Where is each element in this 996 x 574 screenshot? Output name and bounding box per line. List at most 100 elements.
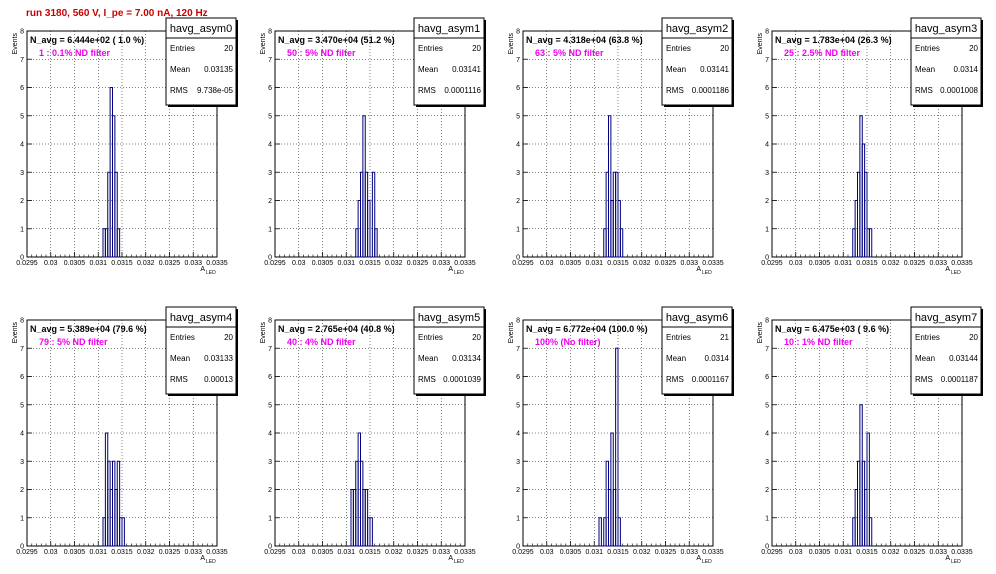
y-tick-label: 0 — [516, 255, 520, 262]
x-tick-label: 0.0335 — [454, 549, 476, 556]
y-tick-label: 4 — [516, 431, 520, 438]
y-tick-label: 7 — [20, 57, 24, 64]
filter-label: 1 : 0.1% ND filter — [39, 48, 111, 58]
x-tick-label: 0.0305 — [560, 549, 582, 556]
y-tick-label: 1 — [765, 226, 769, 233]
histogram-bin — [619, 228, 624, 258]
x-tick-label: 0.0315 — [856, 260, 878, 267]
x-tick-label: 0.03 — [292, 549, 306, 556]
x-tick-label: 0.0325 — [407, 260, 429, 267]
stats-value: 0.03134 — [452, 354, 481, 363]
y-tick-label: 6 — [765, 85, 769, 92]
x-tick-label: 0.0315 — [111, 260, 133, 267]
x-tick-label: 0.0325 — [904, 260, 926, 267]
y-tick-label: 3 — [516, 170, 520, 177]
stats-label: Entries — [170, 333, 195, 342]
y-tick-label: 7 — [516, 57, 520, 64]
x-tick-label: 0.03 — [44, 260, 58, 267]
navg-label: N_avg = 6.772e+04 (100.0 %) — [526, 324, 648, 334]
x-tick-label: 0.031 — [337, 549, 355, 556]
x-tick-label: 0.032 — [385, 549, 403, 556]
y-tick-label: 4 — [516, 142, 520, 149]
x-tick-label: 0.0305 — [312, 549, 334, 556]
stats-box — [910, 306, 982, 395]
x-tick-label: 0.031 — [337, 260, 355, 267]
x-tick-label: 0.0315 — [856, 549, 878, 556]
x-tick-label: 0.0315 — [607, 549, 629, 556]
x-axis-label: A — [945, 266, 950, 273]
histogram-bin — [868, 228, 873, 258]
histogram-bin — [374, 228, 378, 258]
y-tick-label: 5 — [765, 113, 769, 120]
stats-value: 20 — [472, 44, 481, 53]
navg-label: N_avg = 5.389e+04 (79.6 %) — [30, 324, 147, 334]
y-tick-label: 0 — [765, 255, 769, 262]
stats-value: 0.0001116 — [444, 86, 481, 95]
histogram-panel-0: 0.0295 0.03 0.0305 0.031 0.0315 0.032 0.0325 0.… — [12, 17, 238, 276]
x-tick-label: 0.033 — [929, 260, 947, 267]
histogram-panel-4: 0.0295 0.03 0.0305 0.031 0.0315 0.032 0.0325 0.… — [12, 306, 238, 565]
x-tick-label: 0.032 — [882, 260, 900, 267]
y-tick-label: 6 — [516, 85, 520, 92]
y-tick-label: 8 — [268, 318, 272, 325]
stats-box — [413, 306, 485, 395]
x-tick-label: 0.0335 — [951, 549, 973, 556]
stats-value: 0.0314 — [705, 354, 730, 363]
stats-label: RMS — [170, 86, 188, 95]
stats-label: Entries — [915, 44, 940, 53]
x-tick-label: 0.0305 — [64, 549, 86, 556]
stats-label: Mean — [170, 65, 190, 74]
x-axis-label-subscript: LED — [702, 559, 712, 565]
stats-value: 20 — [720, 44, 729, 53]
x-tick-label: 0.0335 — [702, 549, 724, 556]
y-tick-label: 4 — [765, 142, 769, 149]
histogram-bin — [116, 228, 121, 258]
x-tick-label: 0.0325 — [655, 260, 677, 267]
y-tick-label: 4 — [268, 431, 272, 438]
stats-value: 9.738e-05 — [197, 86, 234, 95]
x-tick-label: 0.033 — [184, 260, 202, 267]
stats-label: RMS — [666, 375, 684, 384]
histogram-bin — [864, 171, 868, 258]
histogram-bin — [369, 517, 373, 547]
x-tick-label: 0.0325 — [159, 260, 181, 267]
x-axis-label-subscript: LED — [951, 559, 961, 565]
stats-label: Entries — [666, 333, 691, 342]
x-tick-label: 0.033 — [680, 260, 698, 267]
x-tick-label: 0.0305 — [560, 260, 582, 267]
histogram-panel-5: 0.0295 0.03 0.0305 0.031 0.0315 0.032 0.0325 0.… — [260, 306, 486, 565]
filter-label: 10 : 1% ND filter — [784, 337, 853, 347]
x-tick-label: 0.031 — [834, 260, 852, 267]
filter-label: 79 : 5% ND filter — [39, 337, 108, 347]
y-tick-label: 5 — [516, 113, 520, 120]
x-tick-label: 0.0335 — [951, 260, 973, 267]
stats-box-title: havg_asym5 — [418, 312, 480, 324]
stats-label: RMS — [915, 375, 933, 384]
x-tick-label: 0.03 — [540, 549, 554, 556]
y-tick-label: 4 — [20, 142, 24, 149]
x-axis-label-subscript: LED — [206, 559, 216, 565]
navg-label: N_avg = 6.475e+03 ( 9.6 %) — [775, 324, 889, 334]
stats-label: Entries — [170, 44, 195, 53]
stats-value: 0.00013 — [204, 375, 233, 384]
x-tick-label: 0.0295 — [16, 549, 38, 556]
x-tick-label: 0.0325 — [904, 549, 926, 556]
stats-box-title: havg_asym6 — [666, 312, 728, 324]
stats-label: Mean — [666, 354, 686, 363]
stats-box-title: havg_asym3 — [915, 23, 977, 35]
x-tick-label: 0.031 — [585, 549, 603, 556]
histogram-panels: 0.0295 0.03 0.0305 0.031 0.0315 0.032 0.0325 0.… — [12, 17, 983, 565]
stats-label: Entries — [418, 333, 443, 342]
stats-label: RMS — [666, 86, 684, 95]
x-tick-label: 0.0335 — [454, 260, 476, 267]
y-tick-label: 3 — [20, 459, 24, 466]
x-axis-label-subscript: LED — [702, 270, 712, 276]
histogram-bin — [371, 171, 376, 258]
histogram-bin — [598, 517, 602, 547]
y-tick-label: 0 — [20, 255, 24, 262]
x-tick-label: 0.0305 — [312, 260, 334, 267]
filter-label: 40 : 4% ND filter — [287, 337, 356, 347]
x-tick-label: 0.0325 — [407, 549, 429, 556]
y-tick-label: 5 — [765, 402, 769, 409]
histogram-bin — [121, 517, 125, 547]
